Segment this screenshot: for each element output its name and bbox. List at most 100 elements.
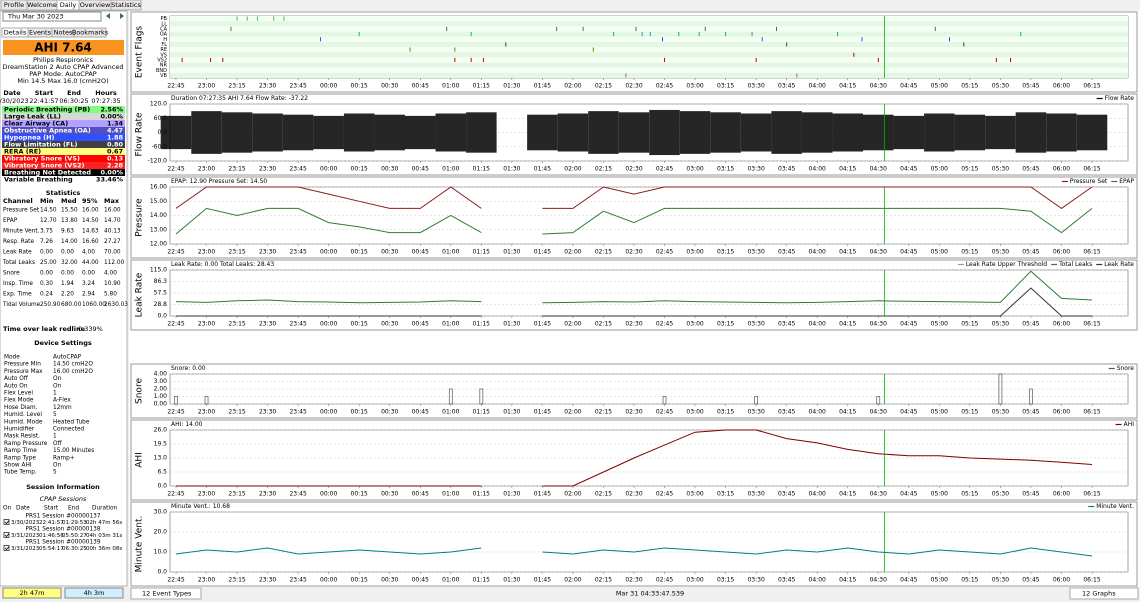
x-tick-label: 04:00: [809, 166, 826, 173]
x-tick-label: 02:30: [625, 249, 642, 256]
flag-row: [170, 47, 1128, 53]
x-tick-label: 00:30: [381, 321, 398, 328]
session-checkbox[interactable]: [3, 545, 10, 551]
y-tick-label: 3.00: [154, 378, 168, 385]
legend-label: Leak Rate: [1104, 261, 1134, 268]
x-tick-label: 04:30: [870, 249, 887, 256]
x-tick-label: 01:30: [503, 249, 520, 256]
setting-name: Ramp Pressure: [4, 441, 48, 447]
session-checkbox[interactable]: [3, 519, 10, 525]
x-tick-label: 23:30: [259, 491, 276, 498]
x-tick-label: 00:45: [412, 577, 429, 584]
sidebar-tab[interactable]: [73, 27, 107, 38]
flow-envelope: [1015, 112, 1047, 153]
x-tick-label: 23:15: [228, 409, 245, 416]
x-tick-label: 02:45: [656, 491, 673, 498]
x-tick-label: 05:45: [1022, 491, 1039, 498]
x-tick-label: 06:15: [1083, 321, 1100, 328]
x-tick-label: 02:15: [595, 166, 612, 173]
x-tick-label: 04:45: [900, 409, 917, 416]
x-tick-label: 00:15: [351, 577, 368, 584]
setting-name: Flex Level: [4, 391, 33, 397]
graphs-dropdown[interactable]: [1069, 587, 1139, 600]
stat-cell: 3.75: [40, 229, 53, 235]
stat-cell: 0.30: [40, 281, 53, 287]
x-tick-label: 02:15: [595, 83, 612, 90]
session-duration: 04h 03m 31s: [86, 533, 122, 539]
flow-envelope: [710, 112, 741, 153]
stat-cell: Tidal Volume: [2, 302, 41, 308]
legend-label: Flow Rate: [1105, 95, 1135, 102]
x-tick-label: 05:15: [961, 249, 978, 256]
setting-value: 15.00 Minutes: [53, 448, 94, 454]
x-tick-label: 02:00: [564, 577, 581, 584]
x-tick-label: 05:00: [931, 409, 948, 416]
snore-bar: [448, 388, 453, 405]
legend-label: Minute Vent.: [1096, 503, 1134, 510]
menu-tab-label: Profile: [4, 1, 24, 9]
x-tick-label: 03:45: [778, 409, 795, 416]
x-tick-label: 03:15: [717, 491, 734, 498]
x-tick-label: 23:15: [228, 321, 245, 328]
session-checkbox[interactable]: [3, 532, 10, 538]
y-tick-label: 12.00: [150, 241, 167, 248]
x-tick-label: 00:45: [412, 491, 429, 498]
session-name: PRS1 Session #00000139: [25, 540, 100, 546]
x-tick-label: 23:30: [259, 321, 276, 328]
x-tick-label: 05:30: [992, 83, 1009, 90]
x-tick-label: 23:45: [289, 409, 306, 416]
flag-label: VS: [160, 52, 167, 58]
stat-cell: 250.90: [40, 302, 61, 308]
flow-envelope: [985, 115, 1016, 150]
y-tick-label: 86.3: [154, 278, 168, 285]
date-field[interactable]: [2, 11, 102, 22]
y-tick-label: 16.00: [150, 184, 167, 191]
stat-cell: 70.00: [104, 250, 121, 256]
x-tick-label: 02:15: [595, 249, 612, 256]
event-index-value: 0.00%: [100, 113, 123, 121]
x-tick-label: 05:30: [992, 166, 1009, 173]
y-tick-label: 60.0: [154, 115, 168, 122]
x-tick-label: 05:45: [1022, 249, 1039, 256]
ahi-value: AHI 7.64: [34, 41, 92, 55]
stat-cell: 4.00: [82, 250, 95, 256]
x-tick-label: 02:30: [625, 491, 642, 498]
x-tick-label: 23:15: [228, 577, 245, 584]
duration-button[interactable]: [64, 587, 124, 599]
stat-cell: 16.00: [104, 208, 121, 214]
x-tick-label: 00:30: [381, 166, 398, 173]
menu-tab[interactable]: [110, 0, 142, 11]
stat-cell: 2.94: [82, 292, 95, 298]
legend-label: AHI: [1124, 421, 1135, 428]
legend-label: Leak Rate Upper Threshold: [966, 261, 1047, 268]
x-tick-label: 04:15: [839, 321, 856, 328]
stat-cell: Snore: [3, 271, 20, 277]
y-tick-label: 20.0: [154, 529, 168, 536]
flag-row: [170, 57, 1128, 63]
flag-row: [170, 62, 1128, 68]
x-tick-label: 03:15: [717, 577, 734, 584]
flow-envelope: [1076, 114, 1108, 151]
stat-header: Med: [61, 197, 77, 205]
session-subtitle: CPAP Sessions: [40, 495, 87, 503]
x-tick-label: 05:15: [961, 166, 978, 173]
x-tick-label: 04:45: [900, 491, 917, 498]
machine-info: Philips Respironics: [33, 56, 94, 64]
event-types-dropdown[interactable]: [130, 587, 202, 600]
flow-envelope: [435, 113, 467, 152]
stat-cell: 0.00: [61, 250, 74, 256]
y-tick-label: 30.0: [154, 509, 168, 516]
x-tick-label: 04:00: [809, 321, 826, 328]
duration-button[interactable]: [2, 587, 62, 599]
data-line: [175, 207, 1093, 235]
x-tick-label: 01:00: [442, 83, 459, 90]
x-tick-label: 04:45: [900, 577, 917, 584]
x-tick-label: 03:30: [747, 409, 764, 416]
snore-bar: [998, 373, 1003, 405]
event-index-row: [2, 113, 125, 120]
x-tick-label: 05:15: [961, 577, 978, 584]
setting-name: Ramp Type: [4, 455, 36, 461]
x-tick-label: 00:00: [320, 577, 337, 584]
stat-cell: 27.27: [104, 239, 121, 245]
x-tick-label: 23:45: [289, 249, 306, 256]
